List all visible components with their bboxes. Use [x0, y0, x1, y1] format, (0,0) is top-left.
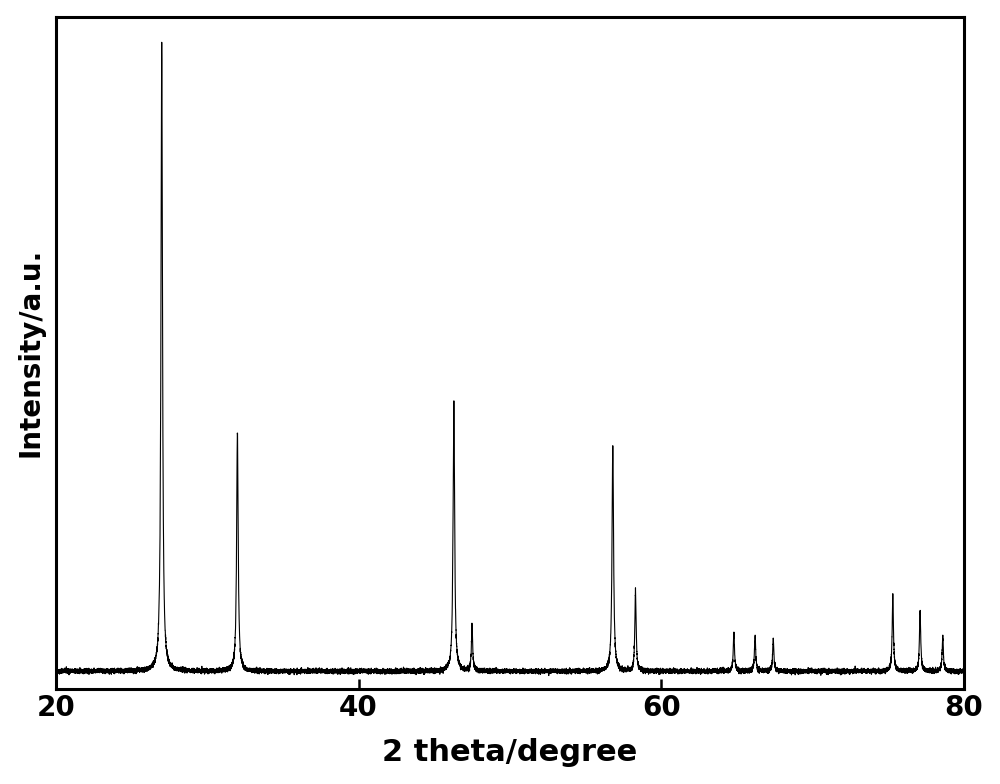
Y-axis label: Intensity/a.u.: Intensity/a.u.	[17, 248, 45, 457]
X-axis label: 2 theta/degree: 2 theta/degree	[382, 739, 637, 768]
